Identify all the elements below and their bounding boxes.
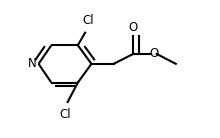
Text: O: O	[149, 47, 158, 60]
Text: O: O	[128, 21, 138, 34]
Text: N: N	[28, 57, 37, 70]
Text: Cl: Cl	[82, 14, 94, 27]
Text: Cl: Cl	[59, 108, 71, 121]
